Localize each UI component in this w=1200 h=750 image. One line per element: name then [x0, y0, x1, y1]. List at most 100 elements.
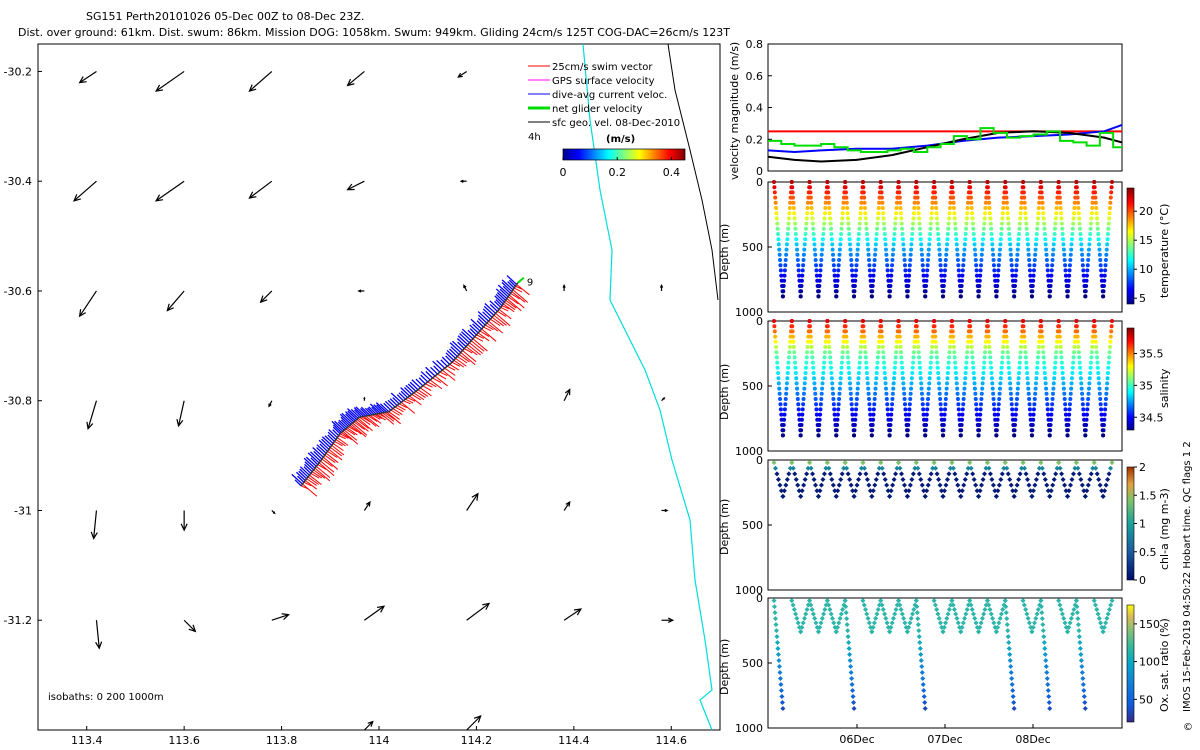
- profile-sample: [880, 345, 885, 349]
- swim-vector: [375, 413, 386, 421]
- swim-vector: [386, 411, 401, 425]
- profile-sample: [923, 289, 928, 294]
- dac-vector: [354, 409, 363, 418]
- date-tick-label: 06Dec: [839, 733, 874, 746]
- chla-sample: [820, 477, 826, 482]
- profile-sample: [990, 381, 995, 386]
- geo-vector-shaft: [363, 721, 374, 731]
- oxygen-sample: [779, 694, 785, 700]
- profile-sample: [1099, 412, 1104, 417]
- dac-vector: [472, 323, 481, 332]
- profile-sample: [1080, 402, 1085, 407]
- profile-sample: [900, 376, 905, 381]
- profile-sample: [1014, 402, 1019, 407]
- chla-sample: [1075, 465, 1081, 471]
- oxygen-sample: [864, 611, 870, 617]
- profile-sample: [848, 242, 853, 247]
- map-colorbar: [562, 148, 686, 161]
- chla-sample: [848, 482, 854, 488]
- profile-sample: [950, 329, 955, 334]
- profile-sample: [982, 360, 987, 365]
- swim-vector: [427, 381, 437, 388]
- salinity-ylabel: Depth (m): [718, 364, 731, 420]
- profile-sample: [1048, 289, 1053, 294]
- profile-sample: [969, 200, 974, 205]
- profile-sample: [988, 221, 993, 226]
- swim-vector: [411, 394, 421, 401]
- oxygen-sample: [1026, 620, 1032, 626]
- profile-sample: [932, 329, 937, 334]
- profile-sample: [1038, 319, 1043, 323]
- chla-sample: [1088, 471, 1094, 477]
- profile-sample: [981, 365, 986, 370]
- oxygen-sample: [897, 602, 903, 608]
- oxygen-sample: [944, 615, 950, 621]
- profile-sample: [882, 226, 887, 231]
- chla-sample: [1057, 465, 1063, 471]
- chla-sample: [829, 477, 835, 482]
- swim-vector: [335, 439, 346, 447]
- profile-sample: [943, 397, 948, 401]
- dac-vector: [451, 340, 463, 352]
- oxygen-sample: [920, 676, 926, 682]
- geo-vector-shaft: [563, 608, 582, 621]
- profile-sample: [1076, 200, 1081, 205]
- oxygen-sample: [1005, 634, 1011, 640]
- swim-vector: [422, 385, 432, 391]
- profile-sample: [1071, 350, 1076, 355]
- profile-sample: [1102, 412, 1107, 417]
- oxygen-sample: [870, 624, 876, 630]
- profile-sample: [960, 273, 965, 278]
- profile-sample: [980, 386, 985, 391]
- profile-sample: [903, 407, 908, 412]
- colorbar-ticklabel: 100: [1139, 656, 1160, 669]
- dac-vector: [489, 300, 500, 310]
- profile-sample: [809, 339, 814, 344]
- oxygen-sample: [1042, 646, 1048, 652]
- geo-vector-shaft: [79, 70, 97, 84]
- profile-sample: [1080, 391, 1085, 396]
- profile-sample: [804, 355, 809, 360]
- legend-gps: GPS surface velocity: [552, 76, 655, 87]
- chla-sample: [786, 471, 792, 477]
- dac-vector: [489, 304, 498, 312]
- profile-sample: [957, 412, 962, 417]
- dac-vector: [508, 279, 516, 287]
- profile-sample: [1057, 329, 1062, 334]
- chla-sample: [878, 460, 884, 466]
- chla-sample: [1010, 488, 1016, 494]
- oxygen-sample: [1096, 615, 1102, 621]
- chla-sample: [937, 482, 943, 488]
- profile-sample: [876, 345, 881, 349]
- profile-sample: [870, 284, 875, 288]
- profile-sample: [1043, 376, 1048, 381]
- geo-vector-head: [471, 492, 479, 501]
- profile-sample: [865, 381, 870, 386]
- profile-sample: [1101, 423, 1106, 427]
- swim-vector: [304, 480, 317, 490]
- oxygen-sample: [838, 611, 844, 617]
- geo-vector-head: [73, 194, 81, 202]
- profile-sample: [782, 278, 787, 283]
- profile-sample: [1036, 211, 1041, 216]
- profile-sample: [961, 397, 966, 401]
- profile-sample: [928, 221, 933, 226]
- profile-sample: [1036, 206, 1041, 210]
- chla-sample: [860, 460, 866, 466]
- oxygen-sample: [915, 616, 921, 622]
- profile-sample: [826, 329, 831, 334]
- profile-sample: [890, 391, 895, 396]
- profile-sample: [937, 386, 942, 391]
- profile-sample: [997, 252, 1002, 257]
- profile-sample: [954, 242, 959, 247]
- profile-sample: [819, 252, 824, 257]
- profile-sample: [773, 339, 778, 344]
- oxygen-ylabel: Depth (m): [718, 639, 731, 695]
- oxygen-sample: [953, 611, 959, 617]
- oxygen-sample: [941, 624, 947, 630]
- profile-sample: [1025, 381, 1030, 386]
- profile-sample: [1079, 381, 1084, 386]
- profile-sample: [1023, 345, 1028, 349]
- chla-sample: [1014, 482, 1020, 488]
- swim-vector: [444, 367, 456, 376]
